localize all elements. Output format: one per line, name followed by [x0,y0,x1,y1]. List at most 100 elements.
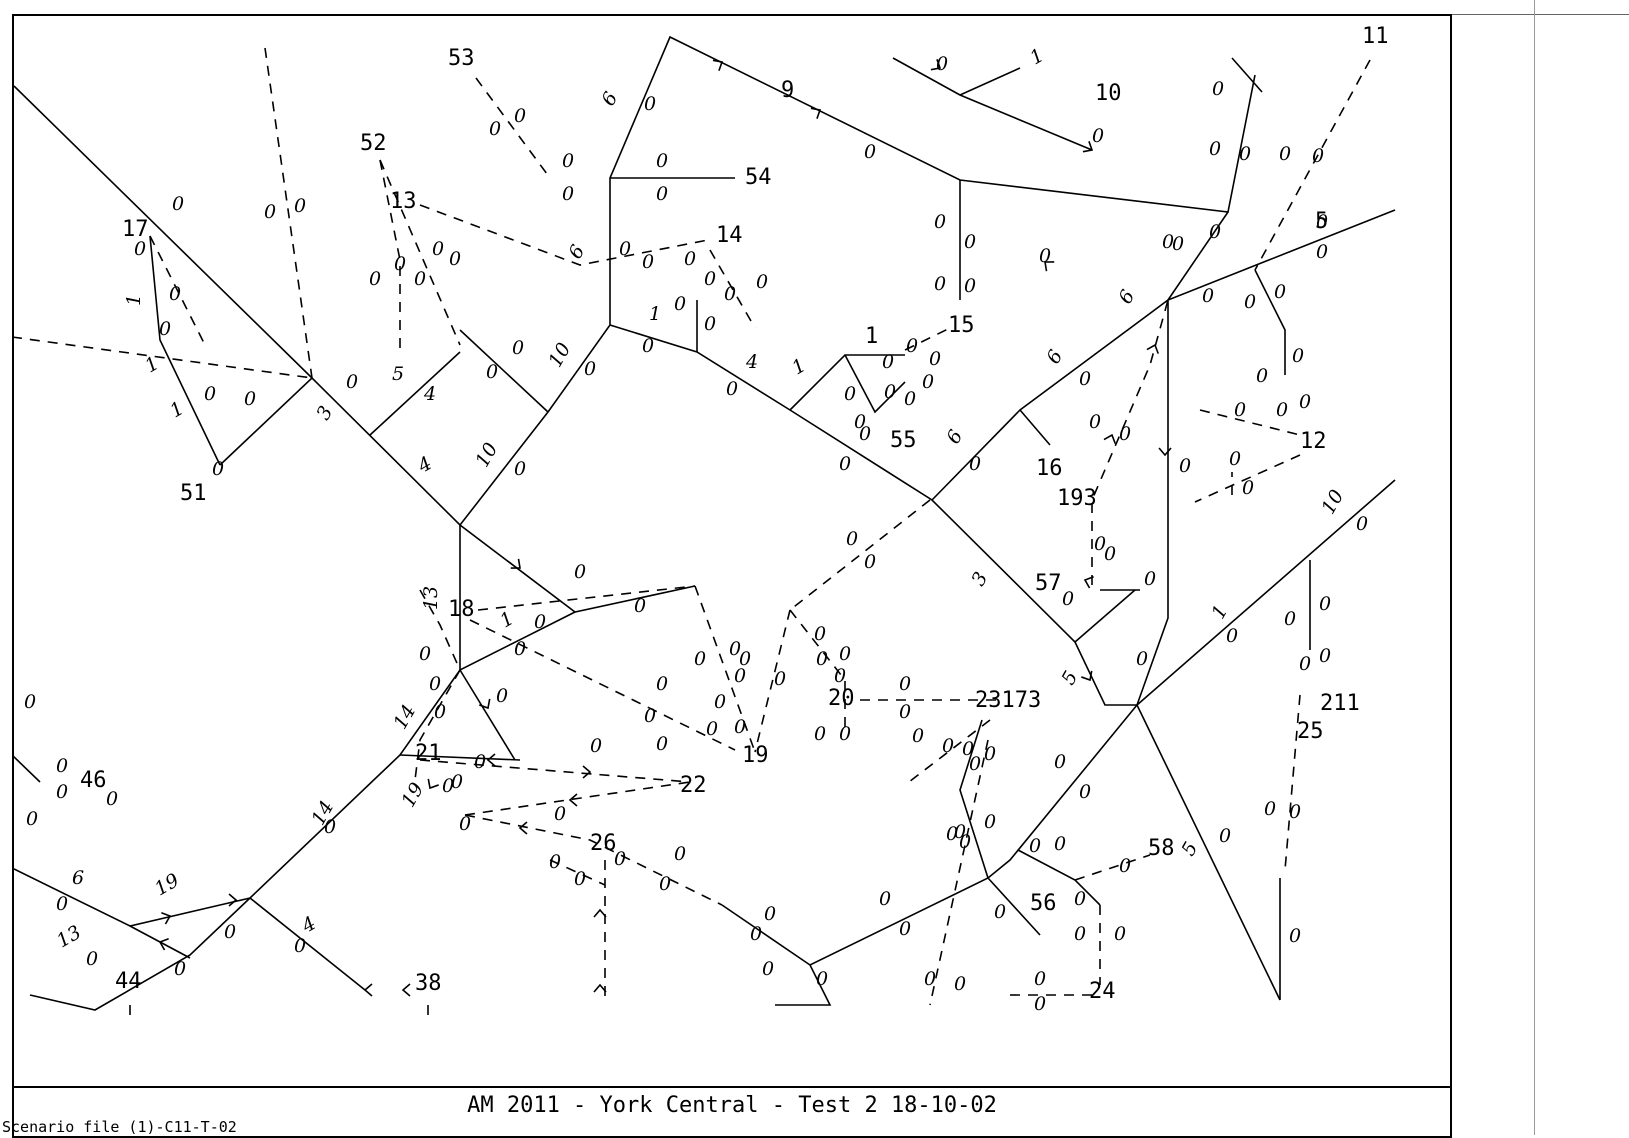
connector-link-29 [1074,854,1151,881]
flow-value-label: 0 [1089,411,1101,433]
flow-value-label: 0 [614,848,626,870]
connector-link-25 [464,781,691,816]
road-link-8 [29,897,251,1011]
flow-value-label: 0 [574,561,586,583]
flow-value-label: 0 [859,423,871,445]
direction-arrow-13 [228,893,238,907]
node-label-11: 11 [1362,24,1389,49]
node-label-12: 12 [1300,429,1327,454]
road-link-29 [1074,589,1136,643]
flow-value-label: 0 [432,238,444,260]
node-label-46: 46 [80,768,107,793]
direction-arrow-19 [582,765,592,779]
flow-value-label: 0 [1034,968,1046,990]
node-label-18: 18 [448,597,475,622]
flow-value-label: 0 [879,888,891,910]
flow-value-label: 0 [159,318,171,340]
direction-arrow-16 [401,983,411,997]
node-label-23173: 23173 [975,688,1041,713]
flow-value-label: 0 [1289,925,1301,947]
road-link-14 [775,964,832,1006]
direction-arrow-head [161,912,172,925]
flow-value-label: 0 [1144,568,1156,590]
flow-value-label: 0 [459,813,471,835]
flow-value-label: 0 [704,268,716,290]
road-link-10 [1167,211,1229,301]
flow-value-label: 0 [419,643,431,665]
flow-value-label: 0 [656,150,668,172]
flow-value-label: 0 [1292,345,1304,367]
flow-value-label: 0 [1179,455,1191,477]
flow-value-label: 13 [420,586,442,610]
flow-value-label: 0 [1356,513,1368,535]
connector-link-10 [1091,299,1169,585]
flow-value-label: 0 [954,821,966,843]
arrows-layer [158,59,1172,997]
margin-guide-line [1534,0,1535,1135]
connector-link-33 [414,669,461,781]
road-link-15 [987,877,1041,936]
flow-value-label: 0 [899,673,911,695]
flow-value-label: 0 [634,595,646,617]
flow-value-label: 0 [1079,781,1091,803]
flow-value-label: 0 [844,383,856,405]
connector-link-22 [477,585,696,611]
flow-value-label: 0 [1209,221,1221,243]
flow-value-label: 10 [1317,486,1348,518]
flow-value-label: 0 [1229,448,1241,470]
flow-value-label: 0 [106,788,118,810]
node-label-24: 24 [1089,979,1116,1004]
flow-value-label: 0 [854,411,866,433]
flow-value-label: 0 [394,253,406,275]
flow-value-label: 0 [1289,801,1301,823]
flow-value-label: 6 [1114,286,1139,307]
flow-value-label: 4 [423,383,436,405]
flow-value-label: 0 [706,718,718,740]
connector-link-8 [709,249,756,329]
direction-arrow-6 [1146,343,1159,354]
direction-arrow-head [810,107,822,119]
flow-value-label: 0 [174,958,186,980]
road-link-31 [1254,269,1286,375]
flow-value-label: 0 [964,231,976,253]
flow-value-label: 0 [704,313,716,335]
flow-value-label: 0 [1264,798,1276,820]
direction-arrow-3 [1082,141,1094,153]
flow-value-label: 0 [56,755,68,777]
flow-value-label: 0 [224,921,236,943]
flow-value-label: 1 [1026,44,1047,69]
direction-arrow-4 [1044,261,1055,272]
direction-arrow-head [158,938,169,951]
flow-value-label: 0 [1244,291,1256,313]
flow-value-label: 0 [864,141,876,163]
direction-arrow-head [1044,261,1055,272]
direction-arrow-head [486,753,496,767]
flow-value-label: 0 [1319,593,1331,615]
flow-value-label: 0 [1136,648,1148,670]
flow-value-label: 0 [1034,993,1046,1015]
flow-value-label: 0 [924,968,936,990]
node-label-1: 1 [865,324,878,349]
connector-link-9 [904,327,951,351]
node-label-58: 58 [1148,836,1175,861]
direction-arrow-14 [158,938,169,951]
node-label-10: 10 [1095,81,1122,106]
connector-link-20 [929,739,989,1006]
direction-arrow-head [1083,576,1094,589]
flow-value-label: 0 [1054,833,1066,855]
flow-value-label: 0 [969,453,981,475]
flow-value-label: 0 [24,691,36,713]
flow-value-label: 6 [1042,346,1067,367]
flow-value-label: 0 [884,381,896,403]
direction-arrow-head [518,821,528,835]
top-rule [1452,14,1629,15]
road-link-16 [959,719,989,879]
flow-value-label: 0 [929,348,941,370]
connector-link-24 [419,759,691,783]
node-label-16: 16 [1036,456,1063,481]
flow-value-label: 0 [554,803,566,825]
road-link-33 [12,754,41,783]
direction-arrow-22 [518,821,528,835]
direction-arrow-12 [161,912,172,925]
